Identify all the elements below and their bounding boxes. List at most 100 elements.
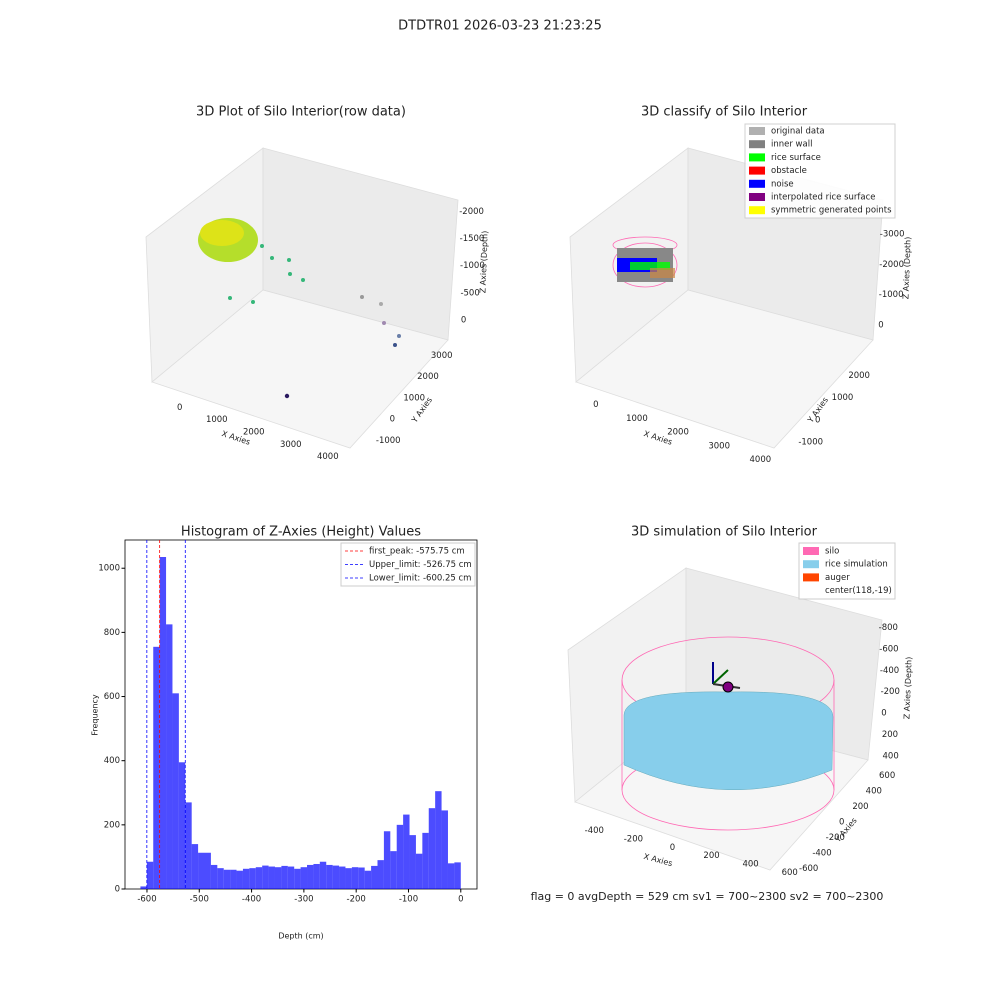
y-label: Frequency [91, 694, 100, 736]
bar [313, 863, 320, 889]
x-tick-label: 3000 [708, 441, 730, 451]
point-cloud [200, 220, 244, 246]
status-text: flag = 0 avgDepth = 529 cm sv1 = 700~230… [531, 890, 884, 903]
x-tick-label: -400 [242, 895, 261, 905]
bar [281, 865, 288, 889]
y-tick-label: 200 [104, 820, 120, 830]
y-tick-label: -600 [799, 864, 818, 874]
z-tick-label: 200 [882, 730, 898, 740]
x-tick-label: 2000 [667, 428, 689, 438]
z-tick-label: -1000 [460, 261, 485, 271]
bar [287, 866, 295, 889]
bar [198, 852, 205, 889]
legend-swatch [749, 140, 765, 149]
legend [798, 542, 896, 600]
legend-swatch [803, 547, 819, 555]
legend-label: rice simulation [825, 560, 888, 570]
x-label: X Axies [643, 852, 674, 868]
y-tick-label: 1000 [403, 393, 425, 403]
bar [415, 853, 423, 889]
stray-points [284, 295, 401, 399]
legend-label: noise [771, 179, 794, 189]
bar [230, 869, 237, 889]
legend-label: symmetric generated points [771, 206, 892, 216]
x-tick-label: 0 [593, 400, 598, 410]
x-label: Depth (cm) [278, 932, 323, 941]
bar [403, 814, 410, 889]
x-tick-label: 200 [703, 851, 719, 861]
rice-surface [630, 262, 670, 270]
z-tick-label: -1000 [879, 290, 904, 300]
z-tick-label: 400 [883, 751, 899, 761]
legend-label: Lower_limit: -600.25 cm [369, 574, 471, 584]
legend-label: original data [771, 127, 825, 137]
chart-title: 3D Plot of Silo Interior(row data) [196, 105, 406, 120]
legend-swatch [749, 127, 765, 135]
legend-label: inner wall [771, 140, 812, 150]
y-tick-label: 800 [104, 628, 120, 638]
stray-points [228, 244, 305, 304]
x-tick-label: -300 [294, 895, 313, 905]
legend-label: auger [825, 573, 850, 583]
y-tick-label: 200 [852, 802, 868, 812]
x-tick-label: 4000 [750, 455, 772, 465]
legend-label: obstacle [771, 166, 807, 176]
x-tick-label: -500 [190, 895, 209, 905]
z-tick-label: 0 [881, 709, 886, 719]
bar [441, 810, 448, 889]
bar [319, 861, 327, 889]
y-tick-label: 2000 [848, 371, 870, 381]
chart-title: Histogram of Z-Axies (Height) Values [181, 525, 421, 540]
z-label: Z Axies (Depth) [478, 231, 489, 294]
bar [274, 867, 282, 889]
wire [621, 680, 835, 790]
z-tick-label: 0 [461, 316, 466, 326]
x-tick-label: -200 [347, 895, 366, 905]
bar [172, 693, 179, 889]
bar [326, 864, 333, 889]
y-tick-label: 0 [839, 818, 844, 828]
legend-swatch [803, 573, 819, 582]
y-tick-label: 600 [879, 771, 895, 781]
bar [358, 867, 365, 889]
legend-swatch [749, 153, 765, 162]
bar [140, 886, 147, 889]
legend-swatch [749, 166, 765, 175]
bar [300, 867, 308, 889]
bar [294, 868, 301, 889]
y-tick-label: 400 [104, 756, 120, 766]
x-tick-label: 3000 [280, 440, 302, 450]
y-tick-label: 0 [815, 415, 820, 425]
x-tick-label: -200 [624, 834, 643, 844]
x-tick-label: -400 [585, 826, 604, 836]
x-tick-label: 0 [670, 843, 675, 853]
bar [428, 808, 436, 889]
bar [166, 624, 173, 889]
bar [383, 831, 391, 889]
bar [422, 832, 429, 889]
bar [242, 868, 250, 889]
bar [332, 865, 340, 889]
bar [185, 802, 192, 889]
z-tick-label: 0 [878, 320, 883, 330]
axes-3d-3: X Axies Y Axies Z Axies (Depth) [567, 542, 914, 871]
y-tick-label: 400 [866, 787, 882, 797]
z-tick-label: -1500 [460, 234, 485, 244]
bar [371, 865, 378, 889]
bar [339, 866, 346, 889]
suptitle: DTDTR01 2026-03-23 21:23:25 [398, 19, 602, 34]
bar [307, 864, 314, 889]
wire [612, 242, 678, 288]
pane [575, 289, 874, 449]
x-tick-label: 0 [177, 403, 182, 413]
x-tick-label: 4000 [317, 452, 339, 462]
bar [364, 870, 372, 889]
axes-3d-1: X Axies Y Axies Z Axies (Depth) [145, 147, 490, 449]
bar [396, 824, 404, 889]
legend-label: Upper_limit: -526.75 cm [369, 560, 472, 570]
x-tick-label: 600 [782, 868, 798, 878]
x-tick-label: 0 [458, 895, 463, 905]
x-tick-label: 400 [742, 860, 758, 870]
x-tick-label: 2000 [243, 427, 265, 437]
pane [151, 289, 449, 449]
